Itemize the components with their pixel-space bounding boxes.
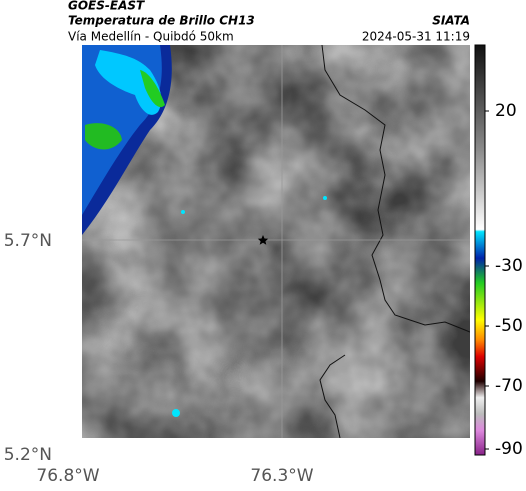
title: Temperatura de Brillo CH13 [68,14,255,28]
agency: SIATA [432,14,470,28]
datetime: 2024-05-31 11:19 [362,30,470,44]
colorbar-label: -50 [495,316,523,336]
colorbar [474,44,486,456]
map-area [82,45,470,438]
lon-label: 76.8°W [36,466,99,486]
source: GOES-EAST [68,0,145,13]
colorbar-label: -70 [495,376,523,396]
lon-label: 76.3°W [250,466,313,486]
subtitle: Vía Medellín - Quibdó 50km [68,30,234,44]
colorbar-ticks [485,110,489,450]
colorbar-label: -90 [495,439,523,459]
colorbar-label: 20 [495,101,517,121]
lat-label: 5.2°N [4,445,52,465]
lat-label: 5.7°N [4,231,52,251]
colorbar-label: -30 [495,256,523,276]
